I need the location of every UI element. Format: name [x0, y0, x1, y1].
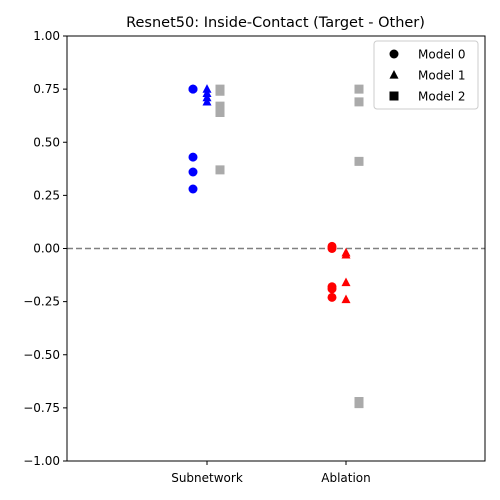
data-point [354, 84, 364, 94]
data-point [215, 165, 225, 175]
data-point [327, 244, 337, 253]
data-point [215, 86, 225, 96]
legend-box [373, 40, 479, 110]
data-point [215, 108, 225, 117]
data-point [354, 399, 364, 409]
y-tick-label: −0.50 [23, 348, 60, 362]
y-tick-label: −0.25 [23, 295, 60, 309]
data-point [341, 294, 351, 304]
legend-label: Model 1 [418, 69, 465, 83]
legend-marker-circle [389, 49, 399, 59]
legend: Model 0 Model 1 Model 2 [373, 40, 479, 110]
y-tick-label: 0.00 [33, 242, 60, 256]
y-tick-label: −1.00 [23, 454, 60, 468]
data-point [327, 292, 337, 302]
legend-label: Model 0 [418, 48, 465, 62]
chart-title: Resnet50: Inside-Contact (Target - Other… [126, 15, 425, 31]
data-point [188, 152, 198, 162]
x-tick-label: Ablation [321, 471, 371, 485]
y-tick-label: −0.75 [23, 401, 60, 415]
data-point [188, 184, 198, 194]
data-point [341, 277, 351, 287]
data-point [354, 156, 364, 166]
legend-marker-triangle [389, 70, 399, 79]
y-tick-label: 1.00 [33, 29, 60, 43]
data-point [188, 84, 198, 94]
data-point [202, 96, 212, 106]
data-point [341, 249, 351, 259]
legend-marker-square [389, 91, 399, 101]
data-point [327, 284, 337, 294]
y-tick-label: 0.50 [33, 135, 60, 149]
legend-label: Model 2 [418, 90, 465, 104]
plot-area [67, 84, 485, 409]
y-tick-label: 0.75 [33, 82, 60, 96]
y-tick-label: 0.25 [33, 188, 60, 202]
data-point [354, 97, 364, 107]
x-tick-label: Subnetwork [171, 471, 243, 485]
data-point [188, 167, 198, 177]
